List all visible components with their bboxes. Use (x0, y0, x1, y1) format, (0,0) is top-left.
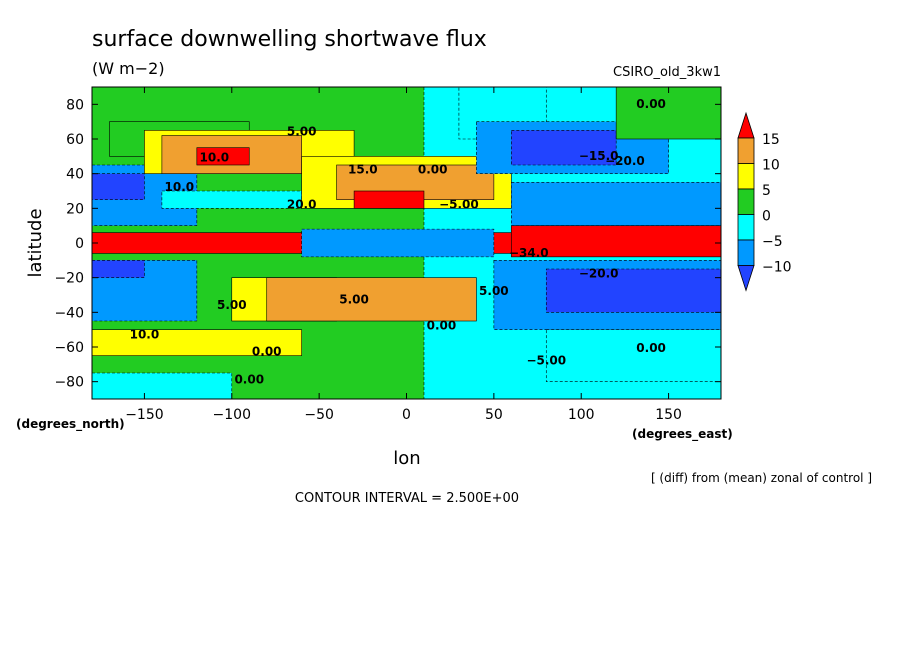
x-axis: −150 −100 −50 0 50 100 150 (125, 87, 682, 423)
plot-area: 0.00 0.00 5.00 10.0 15.0 20.0 5.00 5.00 10.0 0.00… (91, 76, 722, 400)
contour-label: 10.0 (165, 180, 195, 194)
x-tick-label: −100 (213, 407, 251, 423)
y-tick-label: 20 (66, 201, 84, 217)
field-region (511, 225, 721, 258)
contour-label: −5.00 (439, 197, 479, 211)
y-tick-label: 40 (66, 167, 84, 183)
contour-label: 0.00 (427, 319, 457, 333)
field-region (511, 182, 721, 226)
colorbar-label: −5 (762, 234, 783, 250)
field-region (161, 190, 302, 209)
field-region (353, 190, 425, 209)
y-tick-label: −40 (54, 305, 84, 321)
contour-label: 0.00 (636, 341, 666, 355)
y-axis: 80 60 40 20 0 −20 −40 −60 −80 (54, 97, 721, 391)
colorbar-label: −10 (762, 260, 792, 276)
colorbar-label: 10 (762, 158, 780, 174)
model-label: CSIRO_old_3kw1 (613, 65, 721, 80)
colorbar-bin (737, 188, 755, 215)
x-unit-note: (degrees_east) (632, 427, 733, 442)
contour-label: 5.00 (287, 125, 317, 139)
field-region (301, 228, 495, 258)
colorbar-label: 5 (762, 183, 771, 199)
colorbar-bin (737, 214, 755, 241)
x-tick-label: 0 (402, 407, 411, 423)
contour-labels: 0.00 0.00 5.00 10.0 15.0 20.0 5.00 5.00 10.0 0.00… (130, 76, 666, 386)
field-region (545, 268, 721, 313)
field-region (511, 130, 617, 166)
field-region (615, 87, 721, 140)
field-region (92, 329, 302, 356)
contour-label: 5.00 (339, 293, 369, 307)
contour-label: −15.0 (579, 149, 619, 163)
field-region (92, 372, 233, 399)
field-region (266, 277, 477, 322)
colorbar: 15 10 5 0 −5 −10 (737, 111, 792, 292)
contour-label: −20.0 (579, 267, 619, 281)
y-unit-note: (degrees_north) (16, 417, 125, 432)
contour-label: −5.00 (526, 353, 566, 367)
colorbar-bin (737, 137, 755, 164)
contour-label: 10.0 (130, 327, 160, 341)
contour-label: 0.00 (252, 345, 282, 359)
contour-label: 0.00 (470, 76, 500, 90)
chart-title: surface downwelling shortwave flux (92, 27, 487, 52)
y-axis-title: latitude (25, 208, 46, 277)
x-tick-label: −50 (304, 407, 334, 423)
y-tick-label: 80 (66, 97, 84, 113)
y-tick-label: −60 (54, 340, 84, 356)
x-tick-label: −150 (125, 407, 163, 423)
contour-label: 0.00 (234, 372, 264, 386)
contour-label: 10.0 (200, 151, 230, 165)
colorbar-bin (737, 163, 755, 190)
y-tick-label: −80 (54, 375, 84, 391)
y-tick-label: 60 (66, 132, 84, 148)
contour-label: −34.0 (509, 246, 549, 260)
field-region (92, 173, 145, 200)
colorbar-bin (737, 111, 755, 139)
field-region (545, 329, 721, 382)
colorbar-bin (737, 239, 755, 266)
chart-units: (W m−2) (92, 59, 165, 78)
field-region (196, 147, 250, 166)
contour-label: 15.0 (348, 163, 378, 177)
field-cells (92, 87, 721, 399)
y-tick-label: 0 (75, 236, 84, 252)
colorbar-bin (737, 265, 755, 292)
contour-label: 5.00 (479, 284, 509, 298)
contour-label: 0.00 (636, 97, 666, 111)
x-tick-label: 100 (568, 407, 595, 423)
contour-interval: CONTOUR INTERVAL = 2.500E+00 (295, 491, 519, 506)
contour-label: −20.0 (605, 154, 645, 168)
colorbar-label: 15 (762, 132, 780, 148)
contour-label: 0.00 (418, 163, 448, 177)
x-tick-label: 150 (655, 407, 682, 423)
footer-note: [ (diff) from (mean) zonal of control ] (651, 471, 872, 485)
field-region (92, 260, 145, 278)
y-tick-label: −20 (54, 271, 84, 287)
contour-label: 5.00 (217, 298, 247, 312)
contour-label: 20.0 (287, 197, 317, 211)
x-axis-title: lon (393, 448, 420, 469)
colorbar-label: 0 (762, 209, 771, 225)
x-tick-label: 50 (485, 407, 503, 423)
